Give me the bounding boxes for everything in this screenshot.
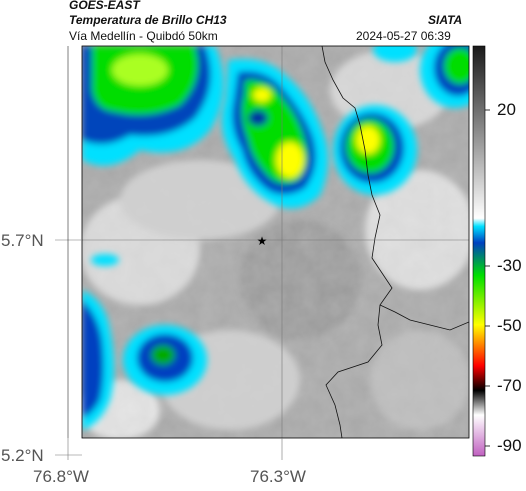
lon-tick-76-8: 76.8°W <box>33 467 89 486</box>
colorbar-tick-neg50: -50 <box>497 316 522 335</box>
org-label: SIATA <box>428 13 463 27</box>
colorbar-tick-neg30: -30 <box>497 256 522 275</box>
map-frame <box>81 45 470 439</box>
lat-tick-5-2: 5.2°N <box>1 446 44 465</box>
lat-tick-5-7: 5.7°N <box>1 231 44 250</box>
star-marker: ★ <box>257 234 268 248</box>
colorbar <box>472 45 490 457</box>
product-title: Temperatura de Brillo CH13 <box>69 13 227 27</box>
colorbar-tick-neg70: -70 <box>497 376 522 395</box>
route-subtitle: Vía Medellín - Quibdó 50km <box>69 29 218 43</box>
satellite-title: GOES-EAST <box>69 0 140 12</box>
colorbar-tick-neg90: -90 <box>497 436 522 455</box>
timestamp: 2024-05-27 06:39 <box>356 29 451 43</box>
brightness-temperature-field: ★ <box>82 46 469 438</box>
lon-tick-76-3: 76.3°W <box>250 467 306 486</box>
colorbar-tick-20: 20 <box>497 100 516 119</box>
